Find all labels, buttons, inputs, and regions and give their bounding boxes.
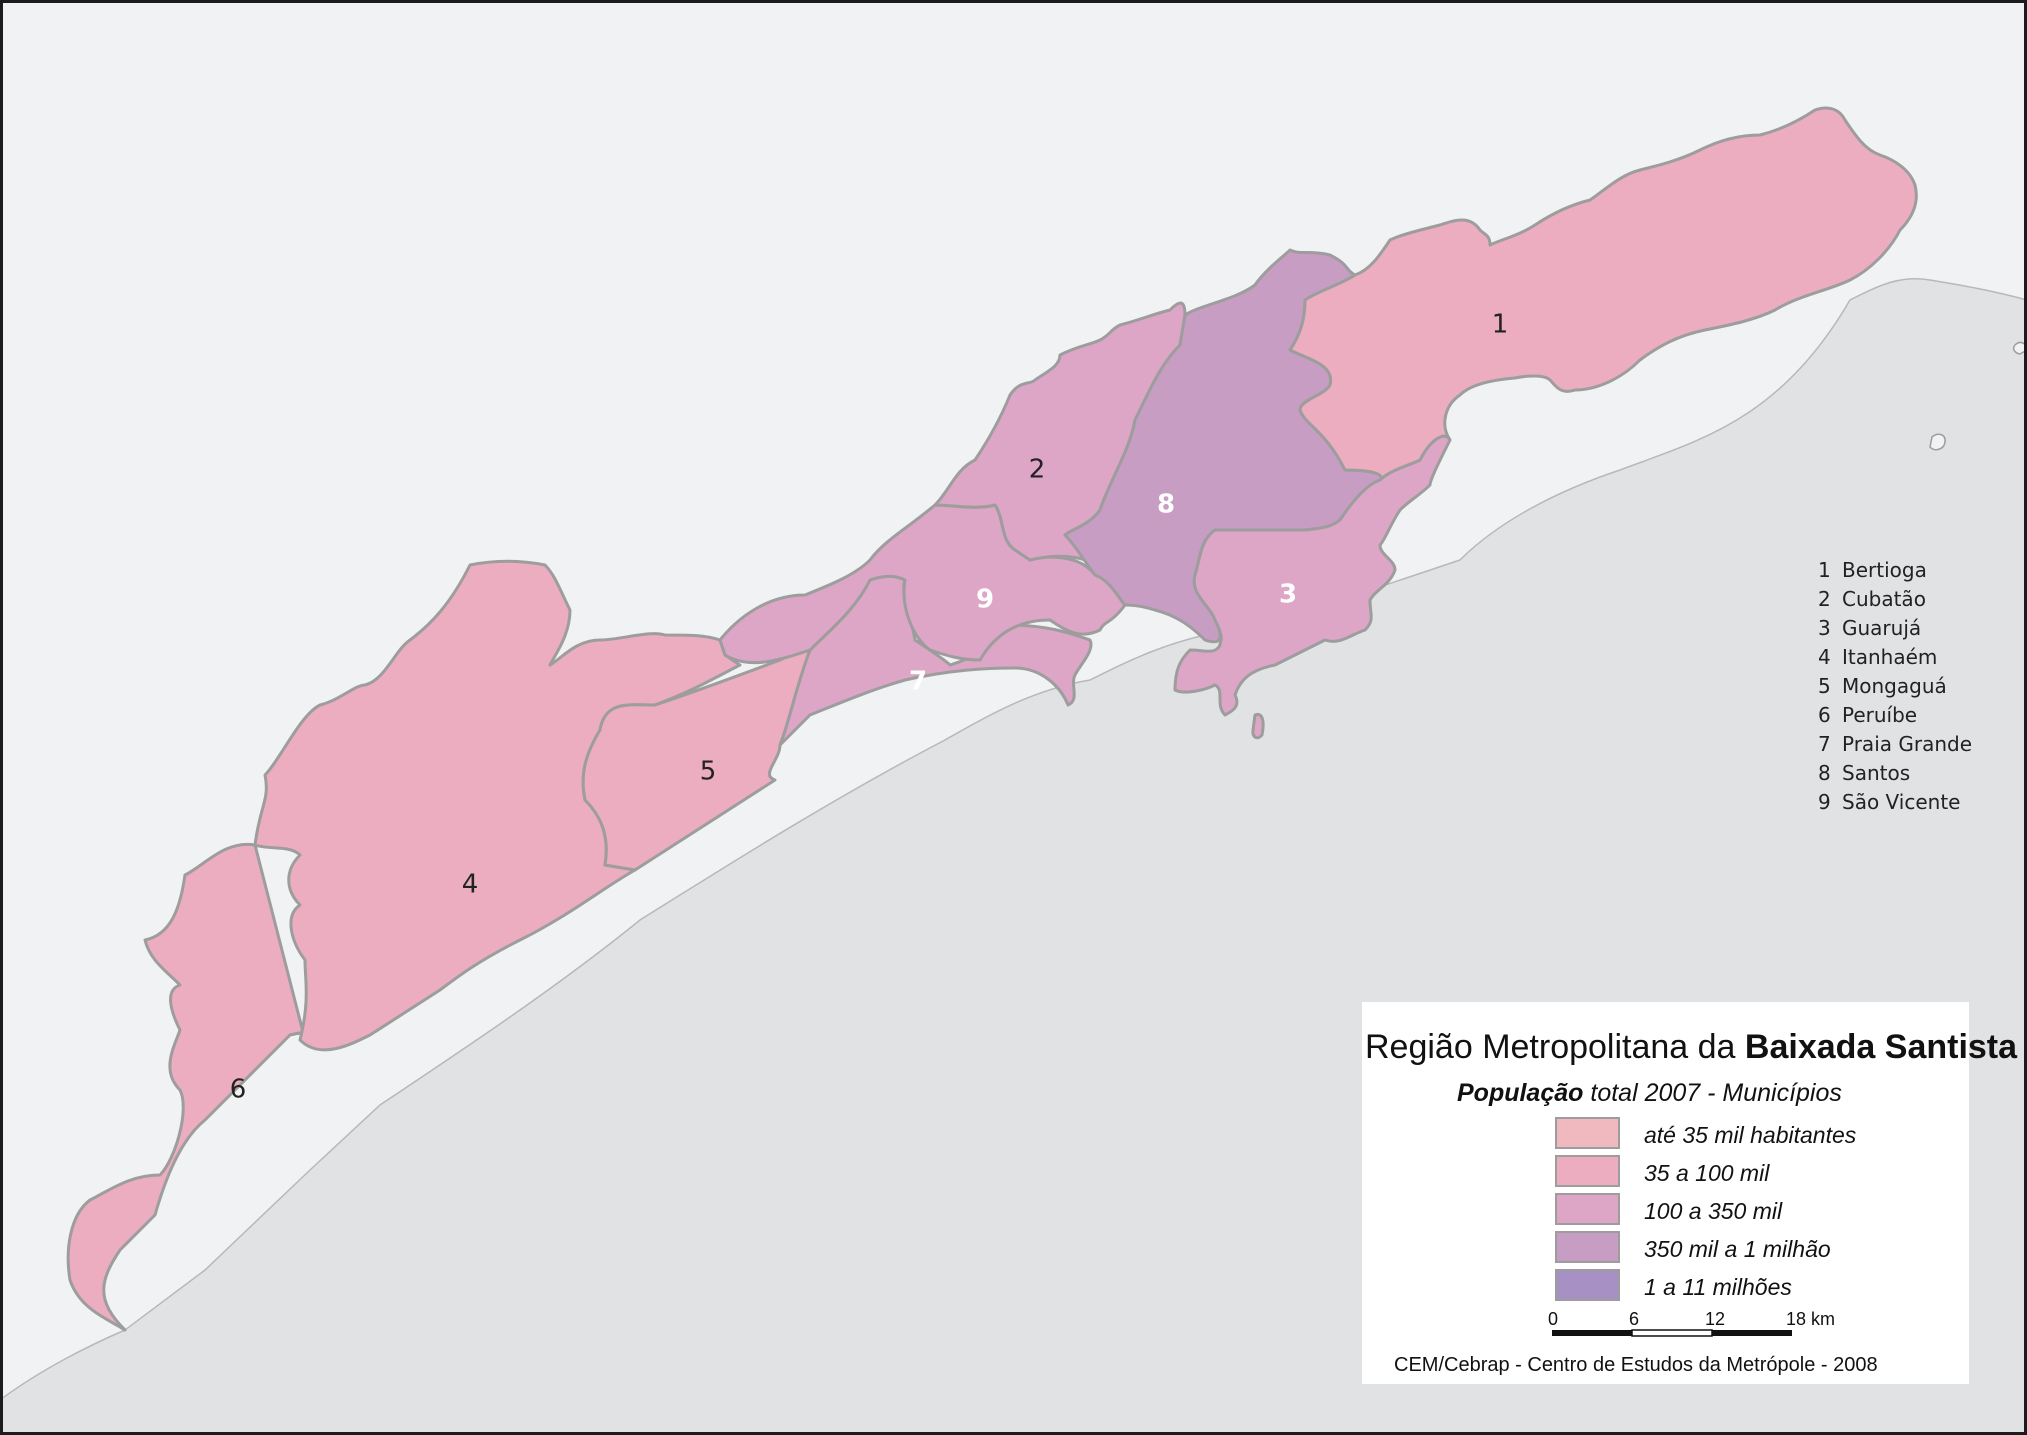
index-item: 1 Bertioga <box>1818 558 1927 582</box>
scale-tick-12: 12 <box>1705 1309 1725 1329</box>
class-item: 100 a 350 mil <box>1555 1193 1783 1225</box>
index-item: 2 Cubatão <box>1818 587 1926 611</box>
index-name: Itanhaém <box>1842 645 1937 669</box>
svg-text:3: 3 <box>1818 616 1831 640</box>
label-6: 6 <box>230 1075 247 1105</box>
class-swatch-3 <box>1555 1193 1620 1225</box>
class-label: 100 a 350 mil <box>1644 1198 1783 1224</box>
class-swatch-5 <box>1555 1269 1620 1301</box>
index-item: 9 São Vicente <box>1818 790 1960 814</box>
label-3: 3 <box>1279 580 1297 610</box>
index-name: Guarujá <box>1842 616 1921 640</box>
label-8: 8 <box>1157 490 1175 520</box>
label-1: 1 <box>1492 310 1509 340</box>
legend-subtitle: População total 2007 - Municípios <box>1457 1079 1842 1107</box>
index-name: Santos <box>1842 761 1910 785</box>
class-item: 35 a 100 mil <box>1555 1155 1770 1187</box>
class-label: 1 a 11 milhões <box>1644 1274 1792 1300</box>
index-name: Peruíbe <box>1842 703 1917 727</box>
class-swatches: até 35 mil habitantes 35 a 100 mil 100 a… <box>1555 1117 1857 1301</box>
class-label: até 35 mil habitantes <box>1644 1122 1857 1148</box>
svg-text:7: 7 <box>1818 732 1831 756</box>
index-item: 8 Santos <box>1818 761 1910 785</box>
index-name: São Vicente <box>1842 790 1960 814</box>
legend: Região Metropolitana da Baixada Santista… <box>1362 1002 2018 1384</box>
svg-text:6: 6 <box>1818 703 1831 727</box>
class-swatch-1 <box>1555 1117 1620 1149</box>
municipality-bertioga[interactable] <box>1288 106 1918 482</box>
class-swatch-2 <box>1555 1155 1620 1187</box>
class-label: 350 mil a 1 milhão <box>1644 1236 1831 1262</box>
index-name: Mongaguá <box>1842 674 1947 698</box>
index-item: 3 Guarujá <box>1818 616 1921 640</box>
legend-title: Região Metropolitana da Baixada Santista <box>1365 1028 2018 1066</box>
class-item: até 35 mil habitantes <box>1555 1117 1857 1149</box>
index-name: Praia Grande <box>1842 732 1972 756</box>
credit-text: CEM/Cebrap - Centro de Estudos da Metróp… <box>1394 1354 1878 1376</box>
class-label: 35 a 100 mil <box>1644 1160 1770 1186</box>
label-4: 4 <box>462 870 479 900</box>
svg-text:4: 4 <box>1818 645 1831 669</box>
label-2: 2 <box>1029 455 1046 485</box>
class-item: 350 mil a 1 milhão <box>1555 1231 1831 1263</box>
municipality-sao-vicente[interactable] <box>718 503 1127 665</box>
index-name: Bertioga <box>1842 558 1927 582</box>
scale-tick-18: 18 km <box>1786 1309 1835 1329</box>
label-5: 5 <box>700 757 717 787</box>
scale-tick-0: 0 <box>1548 1309 1558 1329</box>
svg-text:1: 1 <box>1818 558 1831 582</box>
class-swatch-4 <box>1555 1231 1620 1263</box>
municipality-cubatao[interactable] <box>933 301 1187 562</box>
islet <box>2012 341 2027 355</box>
svg-text:8: 8 <box>1818 761 1831 785</box>
guaruja-islet <box>1251 712 1265 740</box>
index-item: 5 Mongaguá <box>1818 674 1947 698</box>
legend-box <box>1362 1002 1969 1384</box>
municipality-itanhaem[interactable] <box>253 559 742 1052</box>
index-item: 6 Peruíbe <box>1818 703 1917 727</box>
index-name: Cubatão <box>1842 587 1926 611</box>
index-item: 4 Itanhaém <box>1818 645 1937 669</box>
municipalities <box>66 106 1918 1332</box>
scale-tick-6: 6 <box>1629 1309 1639 1329</box>
scale-bar: 0 6 12 18 km <box>1548 1309 1835 1337</box>
svg-text:9: 9 <box>1818 790 1831 814</box>
index-item: 7 Praia Grande <box>1818 732 1972 756</box>
svg-text:5: 5 <box>1818 674 1831 698</box>
municipality-peruibe[interactable] <box>66 842 314 1332</box>
municipality-labels: 1 2 3 4 5 6 7 8 9 <box>230 310 1509 1105</box>
class-item: 1 a 11 milhões <box>1555 1269 1792 1301</box>
svg-text:2: 2 <box>1818 587 1831 611</box>
island <box>1929 433 1946 451</box>
label-9: 9 <box>976 585 994 615</box>
label-7: 7 <box>909 667 927 697</box>
